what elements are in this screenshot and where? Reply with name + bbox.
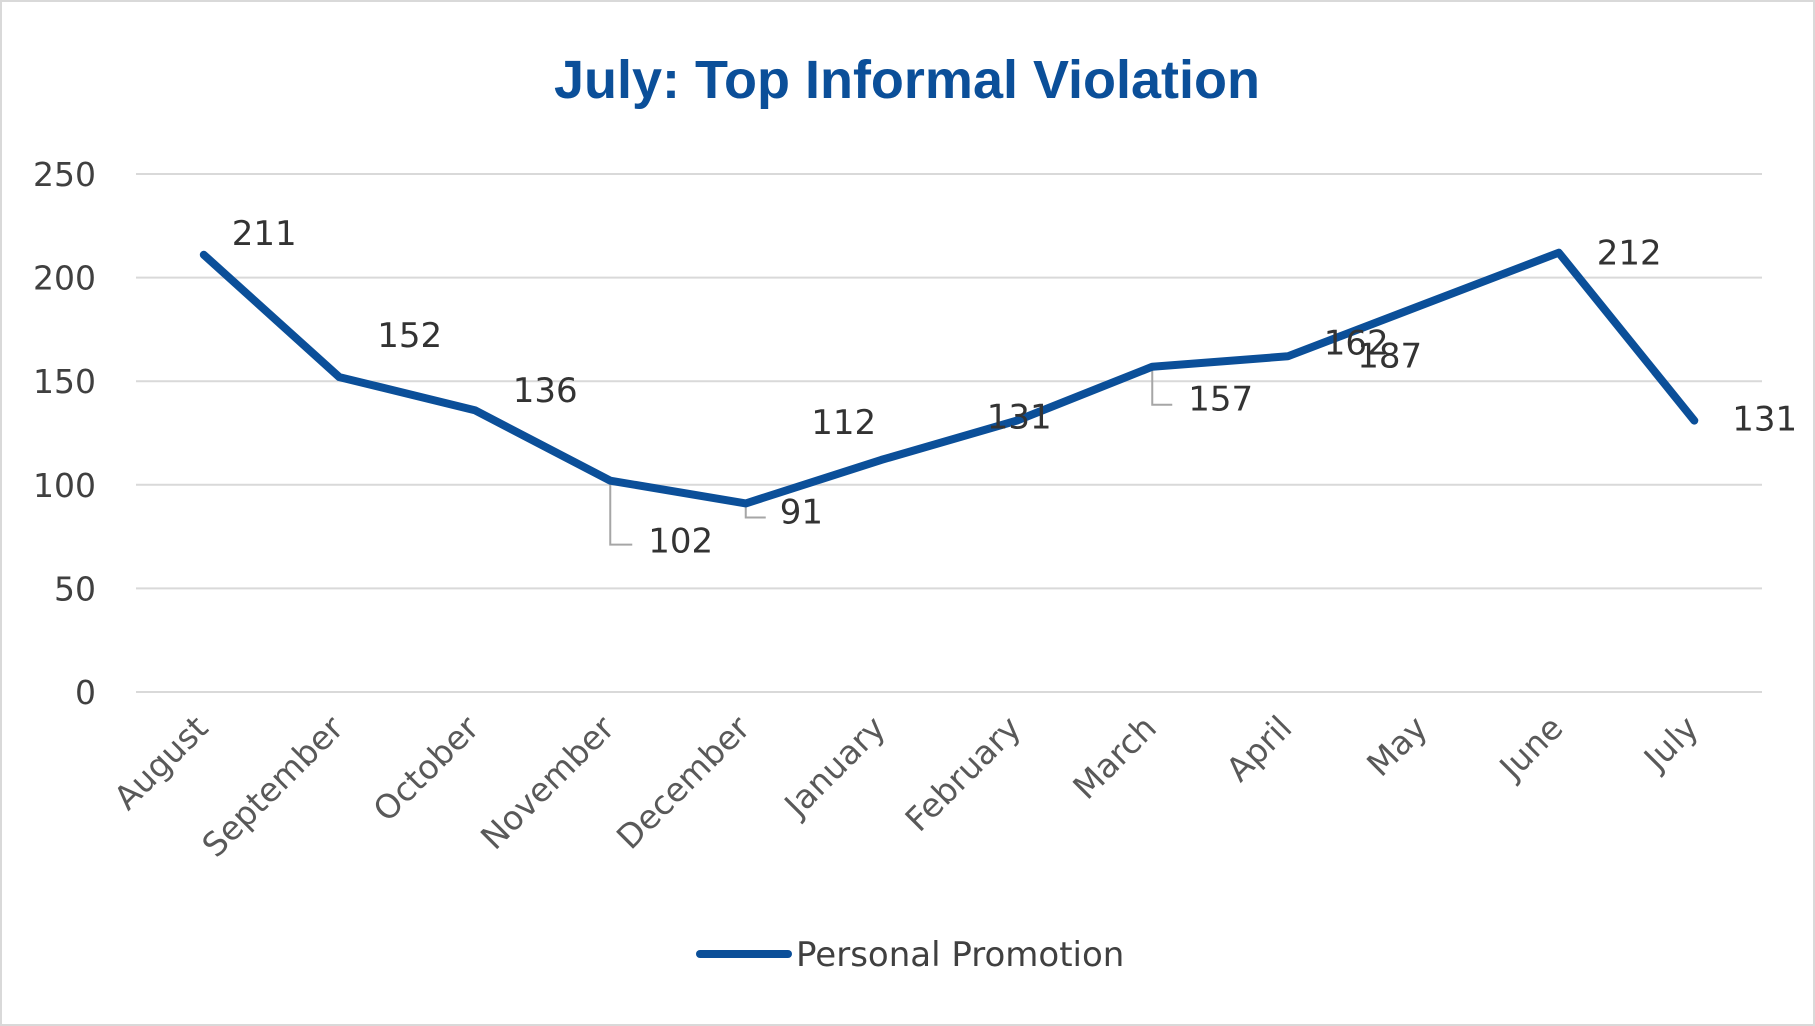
x-tick-label-november: November — [473, 708, 622, 857]
x-tick-label-september: September — [194, 708, 351, 865]
data-label-april: 162 — [1324, 323, 1389, 363]
y-axis-ticks: 0 50 100 150 200 250 — [33, 155, 96, 712]
legend-label-personal-promotion: Personal Promotion — [796, 935, 1124, 975]
data-label-march: 157 — [1188, 380, 1253, 420]
label-leader-lines — [609, 366, 1173, 546]
x-tick-label-march: March — [1065, 708, 1164, 807]
data-label-december: 91 — [780, 492, 823, 532]
x-tick-label-july: July — [1635, 708, 1706, 779]
x-tick-label-may: May — [1359, 708, 1435, 784]
data-label-february: 131 — [987, 398, 1052, 438]
y-tick-label-50: 50 — [54, 569, 96, 608]
leader-line-november — [609, 480, 633, 546]
data-label-october: 136 — [513, 371, 578, 411]
data-label-july: 131 — [1732, 400, 1797, 440]
leader-line-december — [744, 503, 766, 519]
y-tick-label-150: 150 — [33, 362, 96, 401]
legend[interactable]: Personal Promotion — [696, 935, 1124, 975]
y-tick-label-100: 100 — [33, 466, 96, 505]
y-tick-label-250: 250 — [33, 155, 96, 194]
leader-line-march — [1151, 366, 1173, 406]
gridlines — [136, 173, 1762, 693]
x-tick-label-april: April — [1218, 708, 1299, 789]
data-label-september: 152 — [377, 316, 442, 356]
y-tick-label-200: 200 — [33, 259, 96, 298]
data-label-november: 102 — [648, 522, 713, 562]
data-label-may: 187 — [1357, 337, 1422, 377]
x-tick-label-february: February — [897, 708, 1028, 839]
x-tick-label-january: January — [775, 708, 892, 825]
data-label-august: 211 — [232, 214, 297, 254]
data-label-january: 112 — [811, 403, 876, 443]
series-line-personal-promotion — [199, 248, 1699, 508]
chart-title: July: Top Informal Violation — [554, 50, 1260, 110]
x-tick-label-december: December — [609, 708, 758, 857]
x-tick-label-august: August — [106, 708, 215, 817]
data-label-june: 212 — [1597, 234, 1662, 274]
y-tick-label-0: 0 — [75, 673, 96, 712]
x-tick-label-june: June — [1491, 708, 1571, 788]
x-tick-label-october: October — [365, 708, 486, 829]
